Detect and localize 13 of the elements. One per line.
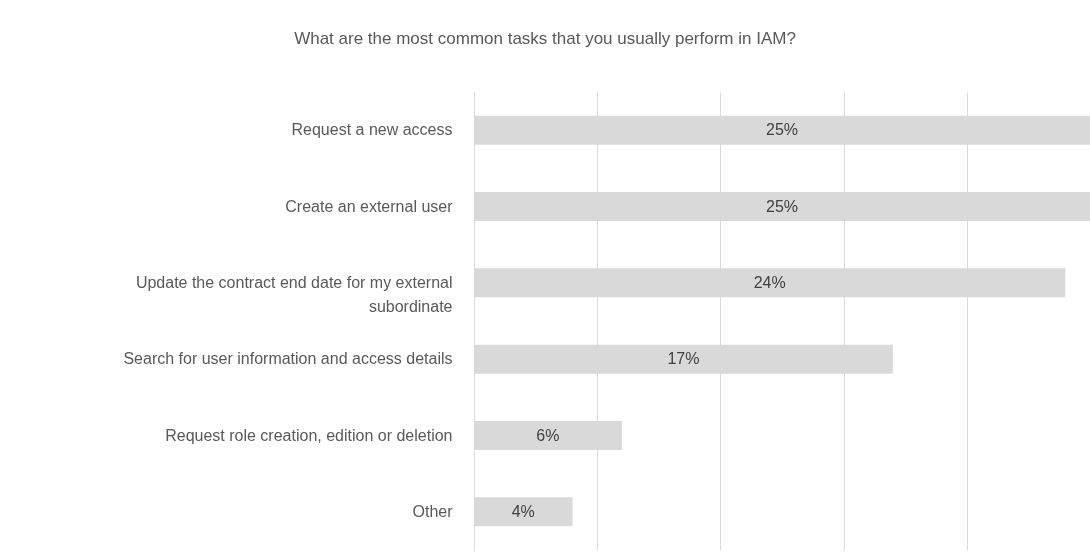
data-label: 25%	[765, 197, 799, 215]
y-tick-label: Update the contract end date for my external subordinate	[135, 273, 453, 315]
y-tick-label: Search for user information and access details	[123, 350, 453, 368]
data-label: 17%	[667, 350, 700, 368]
y-tick-label: Request a new access	[291, 121, 453, 139]
y-tick-label: Request role creation, edition or deletion	[165, 426, 453, 444]
chart-title: What are the most common tasks that you usually perform in IAM?	[294, 29, 796, 48]
data-label: 25%	[765, 121, 799, 139]
data-label: 24%	[753, 273, 786, 291]
y-tick-label: Create an external user	[285, 197, 454, 215]
data-label: 6%	[536, 426, 560, 444]
y-tick-label: Other	[412, 502, 454, 520]
data-label: 4%	[511, 502, 535, 520]
